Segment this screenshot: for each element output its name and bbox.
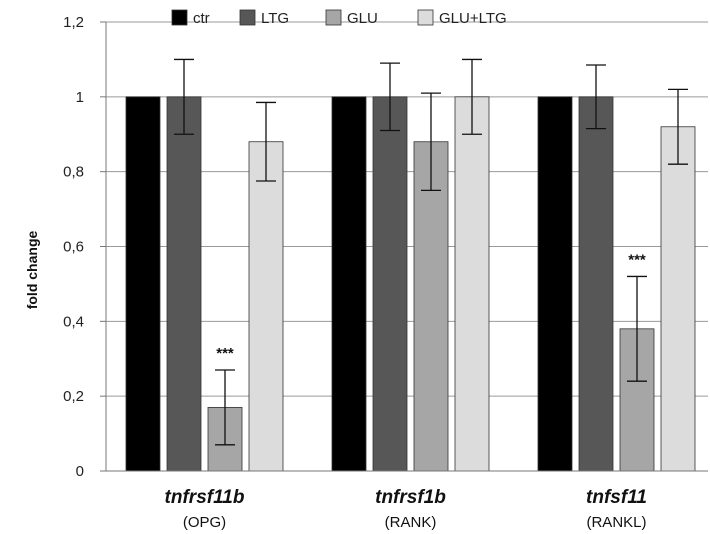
- bar-ctr-tnfrsf11b: [125, 96, 161, 472]
- y-tick-label: 0,4: [63, 313, 84, 330]
- bar-glu-ltg-tnfsf11: [660, 126, 696, 472]
- bar-ctr-tnfrsf1b: [331, 96, 367, 472]
- bars: [125, 96, 696, 472]
- bar-glu-tnfrsf1b: [413, 141, 449, 472]
- legend-swatch: [417, 9, 434, 26]
- legend-swatch: [171, 9, 188, 26]
- significance-marker: ***: [216, 345, 234, 362]
- y-tick-labels: 0 0,2 0,4 0,6 0,8 1 1,2: [63, 14, 84, 480]
- bar-glu-ltg-tnfrsf1b: [454, 96, 490, 472]
- bar-ltg-tnfrsf11b: [166, 96, 202, 472]
- significance-marker: ***: [628, 251, 646, 268]
- y-tick-label: 1: [76, 89, 84, 106]
- x-category-labels: tnfrsf11b (OPG) tnfrsf1b (RANK) tnfsf11 (RANK…: [165, 487, 647, 531]
- legend-swatch: [325, 9, 342, 26]
- y-tick-label: 0,8: [63, 164, 84, 181]
- category-sublabel: (RANK): [385, 514, 437, 531]
- bar-ltg-tnfrsf1b: [372, 96, 408, 472]
- legend-label: ctr: [193, 10, 210, 27]
- category-label: tnfsf11: [586, 487, 647, 508]
- category-label: tnfrsf11b: [165, 487, 245, 508]
- bar-ltg-tnfsf11: [578, 96, 614, 472]
- y-tick-label: 0,6: [63, 239, 84, 256]
- error-bars: [174, 58, 688, 446]
- category-label: tnfrsf1b: [375, 487, 446, 508]
- legend-swatch: [239, 9, 256, 26]
- legend-label: GLU: [347, 10, 378, 27]
- y-tick-label: 0,2: [63, 388, 84, 405]
- bar-glu-ltg-tnfrsf11b: [248, 141, 284, 472]
- significance-annotations: *** ***: [216, 251, 646, 362]
- category-sublabel: (RANKL): [586, 514, 646, 531]
- y-tick-label: 0: [76, 463, 84, 480]
- legend: ctr LTG GLU GLU+LTG: [171, 9, 507, 27]
- y-tick-label: 1,2: [63, 14, 84, 31]
- y-axis-label: fold change: [24, 231, 40, 310]
- bar-ctr-tnfsf11: [537, 96, 573, 472]
- legend-label: LTG: [261, 10, 289, 27]
- category-sublabel: (OPG): [183, 514, 226, 531]
- legend-label: GLU+LTG: [439, 10, 507, 27]
- axes: [100, 21, 708, 472]
